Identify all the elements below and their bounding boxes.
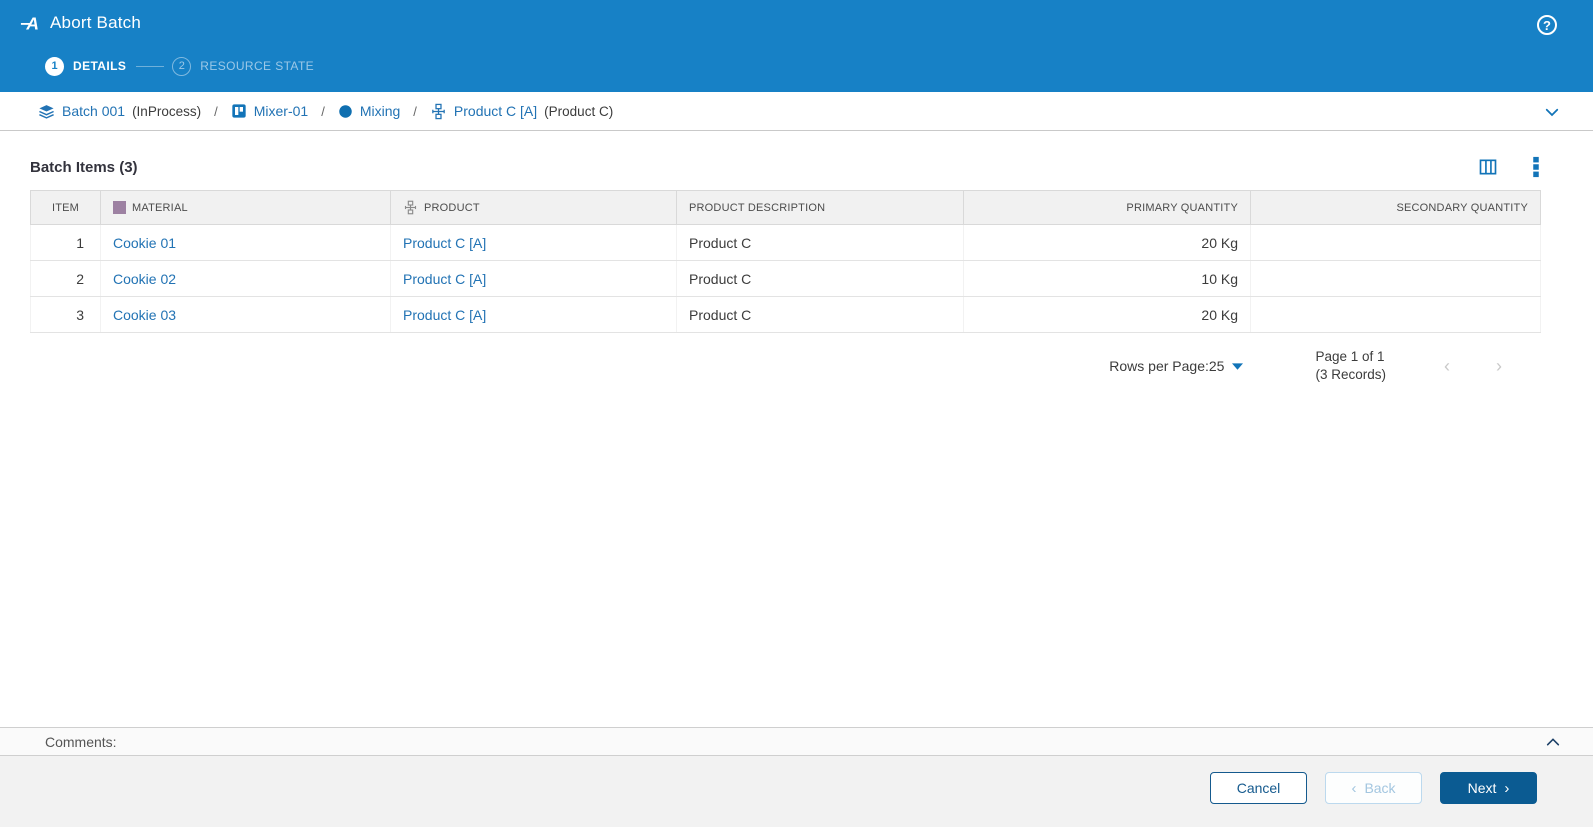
dropdown-caret-icon: [1232, 358, 1244, 374]
step-1-label: DETAILS: [73, 59, 127, 73]
table-row[interactable]: 3 Cookie 03 Product C [A] Product C 20 K…: [30, 296, 1541, 333]
col-header-material[interactable]: MATERIAL: [100, 190, 391, 225]
comments-section: Comments:: [0, 727, 1593, 756]
product-description: (Product C): [544, 103, 614, 119]
page-number-text: Page 1 of 1: [1315, 349, 1385, 364]
back-button[interactable]: ‹ Back: [1325, 772, 1422, 804]
material-link[interactable]: Cookie 02: [113, 270, 177, 287]
chevron-right-icon: ›: [1504, 779, 1510, 797]
cell-item: 3: [30, 296, 101, 333]
step-2-label: RESOURCE STATE: [200, 59, 315, 73]
next-button[interactable]: Next ›: [1440, 772, 1537, 804]
breadcrumb-equipment[interactable]: Mixer-01: [231, 103, 308, 119]
cell-product: Product C [A]: [390, 260, 677, 297]
cell-material: Cookie 01: [100, 224, 391, 261]
material-link[interactable]: Cookie 03: [113, 306, 177, 323]
cell-secondary-quantity: [1250, 296, 1541, 333]
rows-per-page-value: 25: [1208, 358, 1225, 374]
dialog-footer: Cancel ‹ Back Next ›: [0, 756, 1593, 827]
col-header-item[interactable]: ITEM: [30, 190, 101, 225]
breadcrumb: Batch 001 (InProcess) / Mixer-01 / Mixin…: [0, 92, 1593, 131]
cell-item: 2: [30, 260, 101, 297]
chevron-down-icon[interactable]: [1543, 103, 1561, 124]
breadcrumb-operation-link[interactable]: Mixing: [359, 103, 401, 119]
help-icon[interactable]: ?: [1537, 15, 1557, 35]
cell-primary-quantity: 20 Kg: [963, 296, 1251, 333]
layers-icon: [38, 103, 55, 120]
page-info: Page 1 of 1 (3 Records): [1315, 348, 1386, 384]
column-chooser-icon[interactable]: [1478, 157, 1498, 177]
col-header-product[interactable]: PRODUCT: [390, 190, 677, 225]
cell-primary-quantity: 10 Kg: [963, 260, 1251, 297]
product-link[interactable]: Product C [A]: [403, 270, 487, 287]
product-link[interactable]: Product C [A]: [403, 306, 487, 323]
cell-material: Cookie 02: [100, 260, 391, 297]
kebab-menu-icon[interactable]: [1532, 156, 1540, 178]
col-header-primary-quantity[interactable]: PRIMARY QUANTITY: [963, 190, 1251, 225]
breadcrumb-separator: /: [413, 103, 417, 119]
cell-product: Product C [A]: [390, 224, 677, 261]
cell-primary-quantity: 20 Kg: [963, 224, 1251, 261]
batch-items-title: Batch Items (3): [30, 158, 138, 176]
breadcrumb-batch-link[interactable]: Batch 001: [62, 103, 126, 119]
comments-label: Comments:: [45, 733, 117, 750]
cell-material: Cookie 03: [100, 296, 391, 333]
cell-description: Product C: [676, 260, 964, 297]
rows-per-page-label: Rows per Page:: [1109, 358, 1209, 374]
svg-text:A: A: [25, 13, 39, 33]
cancel-button[interactable]: Cancel: [1210, 772, 1307, 804]
cell-product: Product C [A]: [390, 296, 677, 333]
material-link[interactable]: Cookie 01: [113, 234, 177, 251]
next-page-icon[interactable]: ›: [1496, 355, 1502, 376]
breadcrumb-equipment-link[interactable]: Mixer-01: [253, 103, 309, 119]
table-row[interactable]: 1 Cookie 01 Product C [A] Product C 20 K…: [30, 224, 1541, 261]
col-header-secondary-quantity[interactable]: SECONDARY QUANTITY: [1250, 190, 1541, 225]
step-2-circle: 2: [172, 56, 192, 76]
cell-description: Product C: [676, 296, 964, 333]
step-1-circle: 1: [45, 56, 64, 76]
breadcrumb-operation[interactable]: Mixing: [338, 103, 400, 119]
records-count-text: (3 Records): [1315, 367, 1386, 382]
batch-status: (InProcess): [132, 103, 202, 119]
batch-items-table: ITEM MATERIAL PRODUCT PRODUCT DESCRIPTIO…: [30, 190, 1541, 333]
product-link[interactable]: Product C [A]: [403, 234, 487, 251]
breadcrumb-product-link[interactable]: Product C [A]: [453, 103, 538, 119]
breadcrumb-batch[interactable]: Batch 001 (InProcess): [38, 103, 201, 120]
cell-secondary-quantity: [1250, 260, 1541, 297]
rows-per-page-select[interactable]: Rows per Page: 25: [1109, 358, 1244, 374]
filled-circle-icon: [338, 104, 353, 119]
wizard-stepper: 1 DETAILS 2 RESOURCE STATE: [0, 46, 1593, 86]
abort-batch-icon: A: [20, 13, 39, 33]
table-header-row: ITEM MATERIAL PRODUCT PRODUCT DESCRIPTIO…: [30, 190, 1541, 225]
chevron-up-icon[interactable]: [1545, 736, 1561, 748]
breadcrumb-separator: /: [321, 103, 325, 119]
cell-description: Product C: [676, 224, 964, 261]
material-icon: [113, 201, 126, 214]
breadcrumb-separator: /: [214, 103, 218, 119]
previous-page-icon[interactable]: ‹: [1444, 355, 1450, 376]
batch-items-header: Batch Items (3): [30, 150, 1540, 184]
table-row[interactable]: 2 Cookie 02 Product C [A] Product C 10 K…: [30, 260, 1541, 297]
breadcrumb-product[interactable]: Product C [A] (Product C): [430, 103, 613, 120]
product-hierarchy-icon: [404, 200, 417, 215]
page-title: Abort Batch: [50, 13, 142, 32]
dialog-header: A Abort Batch ? 1 DETAILS 2 RESOURCE STA…: [0, 0, 1593, 92]
equipment-card-icon: [231, 103, 247, 119]
product-hierarchy-icon: [430, 103, 447, 120]
cell-secondary-quantity: [1250, 224, 1541, 261]
table-pagination: Rows per Page: 25 Page 1 of 1 (3 Records)…: [30, 343, 1540, 389]
col-header-description[interactable]: PRODUCT DESCRIPTION: [676, 190, 964, 225]
chevron-left-icon: ‹: [1351, 779, 1357, 797]
stepper-connector: [136, 65, 165, 67]
cell-item: 1: [30, 224, 101, 261]
